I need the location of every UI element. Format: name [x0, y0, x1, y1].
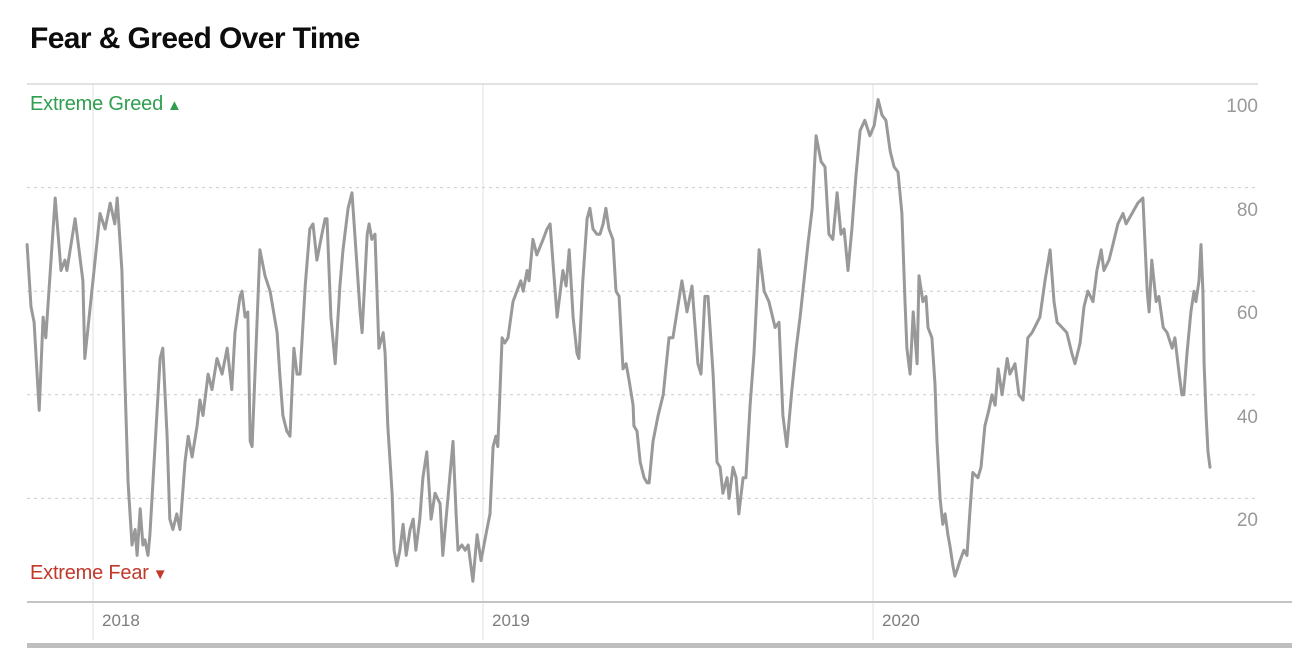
page-title: Fear & Greed Over Time [30, 22, 360, 55]
y-tick-label-40: 40 [1236, 406, 1258, 428]
y-tick-label-80: 80 [1236, 199, 1258, 221]
y-tick-label-20: 20 [1236, 510, 1258, 532]
time-range-scrollbar[interactable] [27, 643, 1292, 648]
x-tick-label-2019: 2019 [492, 611, 530, 630]
fear-down-arrow-icon: ▼ [152, 566, 168, 583]
extreme-fear-label: Extreme Fear ▼ [30, 562, 168, 585]
fear-greed-index-line [25, 98, 1212, 583]
horizontal-gridlines [27, 187, 1258, 499]
extreme-greed-label: Extreme Greed ▲ [30, 93, 182, 116]
extreme-greed-text: Extreme Greed [30, 93, 164, 115]
greed-up-arrow-icon: ▲ [167, 97, 182, 114]
y-tick-label-60: 60 [1236, 303, 1258, 325]
x-tick-label-2020: 2020 [882, 611, 920, 630]
plot-area[interactable] [27, 84, 1210, 602]
y-tick-label-100: 100 [1226, 96, 1258, 117]
x-tick-label-2018: 2018 [102, 611, 140, 630]
extreme-fear-text: Extreme Fear [30, 562, 149, 584]
